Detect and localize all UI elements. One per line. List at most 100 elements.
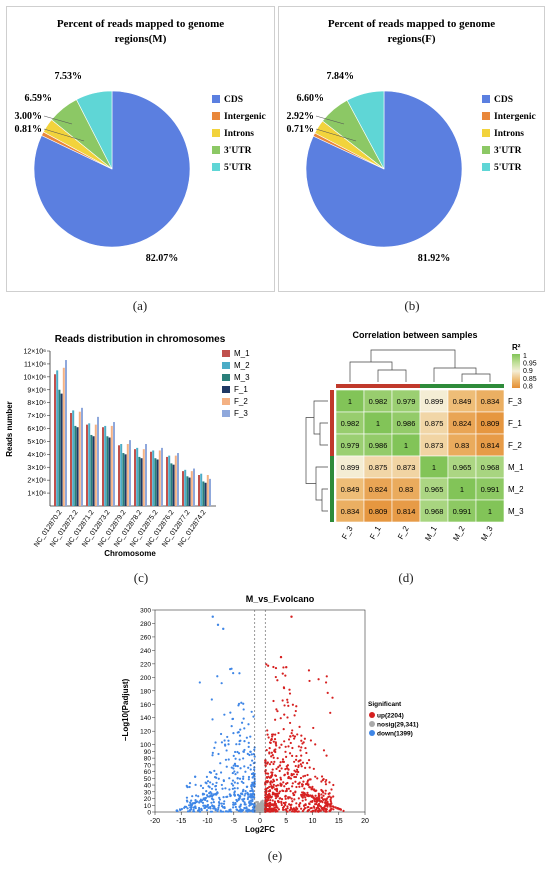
point-sig bbox=[277, 766, 280, 769]
x-tick-label: -10 bbox=[202, 818, 212, 825]
legend-swatch bbox=[222, 398, 230, 405]
panel-c: Reads distribution in chromosomes 1×10⁶ 2×… bbox=[0, 324, 280, 564]
point-sig bbox=[236, 782, 239, 785]
point-sig bbox=[201, 786, 205, 790]
y-tick-label: 220 bbox=[140, 661, 151, 668]
point-sig bbox=[232, 754, 235, 757]
point-sig bbox=[213, 805, 216, 808]
point-sig bbox=[222, 806, 225, 809]
point-sig bbox=[274, 733, 277, 736]
point-sig bbox=[253, 766, 256, 769]
point-sig bbox=[265, 798, 268, 801]
point-sig bbox=[280, 797, 284, 801]
point-sig bbox=[225, 765, 228, 768]
bar bbox=[113, 422, 115, 506]
point-sig bbox=[295, 773, 299, 776]
data-label: 0.71% bbox=[287, 124, 315, 135]
point-sig bbox=[186, 810, 190, 813]
point-sig bbox=[289, 777, 293, 780]
point-sig bbox=[303, 774, 307, 777]
cell-value: 1 bbox=[348, 397, 352, 406]
bar bbox=[122, 453, 125, 506]
point-sig bbox=[238, 743, 241, 746]
point-sig bbox=[252, 785, 255, 788]
point-sig bbox=[284, 768, 287, 771]
point-sig bbox=[269, 741, 272, 744]
row-label: F_3 bbox=[508, 397, 522, 406]
bar bbox=[129, 440, 131, 506]
point-sig bbox=[274, 666, 278, 670]
point-sig bbox=[331, 696, 334, 699]
legend-label: M_1 bbox=[234, 349, 250, 358]
point-sig bbox=[290, 810, 294, 813]
point-sig bbox=[314, 775, 317, 778]
point-sig bbox=[315, 806, 319, 810]
point-sig bbox=[272, 780, 276, 783]
point-sig bbox=[202, 804, 205, 807]
point-sig bbox=[270, 755, 273, 758]
point-sig bbox=[280, 767, 283, 770]
point-sig bbox=[271, 733, 275, 736]
point-sig bbox=[236, 771, 239, 774]
point-sig bbox=[237, 798, 240, 802]
x-tick-label: -20 bbox=[150, 818, 160, 825]
point-sig bbox=[276, 679, 279, 682]
y-tick-label: 0 bbox=[147, 810, 151, 817]
point-sig bbox=[206, 780, 210, 783]
point-sig bbox=[210, 797, 214, 800]
point-sig bbox=[324, 792, 327, 795]
point-sig bbox=[291, 729, 294, 732]
cell-value: 0.83 bbox=[455, 441, 470, 450]
y-tick-label: 160 bbox=[140, 702, 151, 709]
bar bbox=[81, 407, 83, 506]
point-sig bbox=[222, 802, 226, 805]
point-sig bbox=[233, 803, 236, 806]
cell-value: 1 bbox=[376, 419, 380, 428]
point-sig bbox=[325, 802, 328, 805]
col-label: M_1 bbox=[423, 524, 439, 542]
point-sig bbox=[203, 806, 206, 810]
point-sig bbox=[249, 793, 252, 796]
point-sig bbox=[269, 781, 272, 784]
point-sig bbox=[270, 751, 273, 754]
cell-value: 0.991 bbox=[481, 485, 500, 494]
point-sig bbox=[339, 808, 342, 811]
legend-swatch bbox=[222, 350, 230, 357]
bar bbox=[134, 449, 136, 506]
point-sig bbox=[297, 810, 300, 813]
point-sig bbox=[300, 754, 303, 757]
point-sig bbox=[320, 775, 324, 778]
point-sig bbox=[232, 732, 235, 735]
point-sig bbox=[307, 805, 310, 809]
point-sig bbox=[300, 746, 303, 749]
point-sig bbox=[331, 805, 334, 808]
panel-a: Percent of reads mapped to genome regions… bbox=[6, 6, 275, 292]
point-sig bbox=[251, 781, 254, 784]
point-sig bbox=[303, 737, 306, 740]
point-sig bbox=[283, 740, 286, 743]
point-sig bbox=[293, 775, 296, 779]
point-sig bbox=[194, 794, 198, 797]
point-sig bbox=[183, 806, 186, 809]
x-tick-label: 0 bbox=[258, 818, 262, 825]
point-sig bbox=[212, 793, 215, 796]
point-sig bbox=[320, 799, 323, 802]
point-sig bbox=[242, 777, 245, 780]
point-sig bbox=[216, 792, 219, 795]
point-sig bbox=[222, 627, 225, 631]
point-sig bbox=[217, 806, 220, 809]
point-sig bbox=[283, 785, 286, 788]
point-sig bbox=[198, 810, 201, 813]
point-sig bbox=[278, 769, 281, 773]
point-sig bbox=[229, 794, 232, 798]
point-sig bbox=[311, 800, 314, 803]
data-label: 7.53% bbox=[55, 71, 83, 82]
point-sig bbox=[214, 792, 217, 795]
point-sig bbox=[276, 794, 279, 797]
point-sig bbox=[265, 803, 268, 806]
point-sig bbox=[307, 784, 310, 787]
caption-b: (b) bbox=[404, 298, 420, 313]
bar bbox=[88, 423, 91, 506]
point-sig bbox=[188, 785, 191, 789]
point-sig bbox=[250, 799, 253, 802]
